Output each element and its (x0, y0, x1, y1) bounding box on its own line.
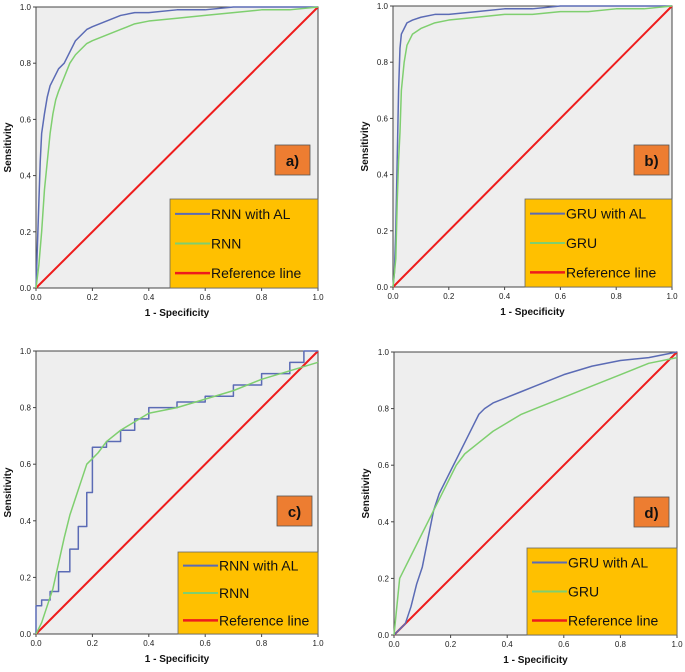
panel-label: b) (644, 153, 658, 170)
x-tick-label: 1.0 (671, 640, 683, 649)
x-axis-title: 1 - Specificity (503, 655, 568, 666)
x-tick-label: 0.6 (555, 292, 567, 301)
legend-label: GRU (568, 584, 599, 600)
y-axis-title: Sensitivity (360, 121, 371, 171)
legend-label: RNN with AL (211, 206, 291, 222)
roc-panel-1: 0.0 0.2 0.4 0.6 0.8 1.0 0.0 0.2 0.4 0.6 0.8 1.0 1 - … (3, 3, 324, 319)
x-tick-label: 0.2 (445, 640, 457, 649)
y-axis-title: Sensitivity (3, 467, 14, 517)
roc-panel-2: 0.0 0.2 0.4 0.6 0.8 1.0 0.0 0.2 0.4 0.6 0.8 1.0 1 - … (360, 2, 678, 318)
series-line-base (392, 5, 673, 288)
legend-label: GRU with AL (566, 206, 646, 222)
x-tick-label: 0.0 (388, 640, 400, 649)
y-tick-label: 0.8 (378, 405, 390, 414)
y-tick-label: 0.8 (20, 59, 32, 68)
x-tick-label: 1.0 (312, 293, 324, 302)
x-tick-label: 0.8 (615, 640, 627, 649)
series-line-reference (35, 6, 319, 289)
panel-label-box (633, 496, 670, 528)
panel-label: c) (288, 504, 301, 521)
y-tick-label: 1.0 (20, 347, 32, 356)
x-tick-label: 0.4 (143, 293, 155, 302)
y-tick-label: 0.8 (20, 404, 32, 413)
y-tick-label: 0.4 (378, 518, 390, 527)
x-tick-label: 0.6 (558, 640, 570, 649)
panel-label: d) (644, 505, 658, 522)
roc-panel-4: 0.0 0.2 0.4 0.6 0.8 1.0 0.0 0.2 0.4 0.6 0.8 1.0 1 - … (361, 348, 683, 666)
series-line-with_al (392, 5, 672, 288)
y-tick-label: 0.0 (20, 284, 32, 293)
x-axis-title: 1 - Specificity (145, 308, 210, 319)
legend-label: GRU with AL (568, 555, 648, 571)
y-tick-label: 0.2 (378, 574, 390, 583)
x-tick-label: 0.6 (200, 293, 212, 302)
series-line-reference (393, 351, 678, 636)
y-tick-label: 0.2 (377, 227, 389, 236)
legend-label: Reference line (219, 612, 309, 628)
y-tick-label: 0.4 (377, 171, 389, 180)
series-line-with_al (393, 351, 678, 636)
series-line-base (35, 361, 319, 635)
y-tick-label: 0.6 (378, 461, 390, 470)
y-tick-label: 0.0 (377, 283, 389, 292)
y-tick-label: 0.2 (20, 573, 32, 582)
panel-label: a) (286, 153, 299, 170)
legend-label: Reference line (568, 613, 658, 629)
x-tick-label: 0.6 (200, 639, 212, 648)
series-line-base (393, 356, 678, 636)
series-line-base (35, 6, 319, 289)
legend-label: RNN with AL (219, 558, 299, 574)
y-tick-label: 0.0 (378, 631, 390, 640)
x-tick-label: 0.2 (443, 292, 455, 301)
y-tick-label: 1.0 (377, 2, 389, 11)
legend-label: GRU (566, 235, 597, 251)
x-tick-label: 0.0 (387, 292, 399, 301)
x-tick-label: 0.8 (256, 293, 268, 302)
roc-panel-3: 0.0 0.2 0.4 0.6 0.8 1.0 0.0 0.2 0.4 0.6 0.8 1.0 1 - … (3, 347, 324, 665)
x-axis-title: 1 - Specificity (500, 307, 565, 318)
series-line-with_al (35, 6, 318, 289)
x-tick-label: 0.8 (256, 639, 268, 648)
y-axis-title: Sensitivity (361, 468, 372, 518)
x-tick-label: 0.0 (30, 639, 42, 648)
series-line-reference (35, 350, 319, 635)
y-tick-label: 0.6 (20, 460, 32, 469)
y-axis-title: Sensitivity (3, 122, 14, 172)
y-tick-label: 0.2 (20, 228, 32, 237)
panel-label-box (274, 144, 311, 176)
panel-label-box (633, 144, 670, 176)
legend-label: Reference line (566, 264, 656, 280)
legend-label: Reference line (211, 265, 301, 281)
y-tick-label: 0.6 (20, 115, 32, 124)
series-line-reference (392, 5, 673, 288)
y-tick-label: 0.8 (377, 58, 389, 67)
series-line-with_al (35, 350, 318, 634)
x-tick-label: 0.2 (87, 639, 99, 648)
legend-label: RNN (211, 236, 241, 252)
x-tick-label: 0.2 (87, 293, 99, 302)
x-tick-label: 0.4 (502, 640, 514, 649)
y-tick-label: 0.6 (377, 114, 389, 123)
y-tick-label: 0.0 (20, 630, 32, 639)
x-tick-label: 1.0 (312, 639, 324, 648)
y-tick-label: 0.4 (20, 517, 32, 526)
x-tick-label: 0.4 (143, 639, 155, 648)
x-tick-label: 0.0 (30, 293, 42, 302)
y-tick-label: 1.0 (378, 348, 390, 357)
y-tick-label: 1.0 (20, 3, 32, 12)
x-tick-label: 0.4 (499, 292, 511, 301)
x-tick-label: 1.0 (666, 292, 678, 301)
panel-label-box (276, 495, 313, 527)
x-tick-label: 0.8 (611, 292, 623, 301)
x-axis-title: 1 - Specificity (145, 654, 210, 665)
y-tick-label: 0.4 (20, 172, 32, 181)
legend-label: RNN (219, 585, 249, 601)
